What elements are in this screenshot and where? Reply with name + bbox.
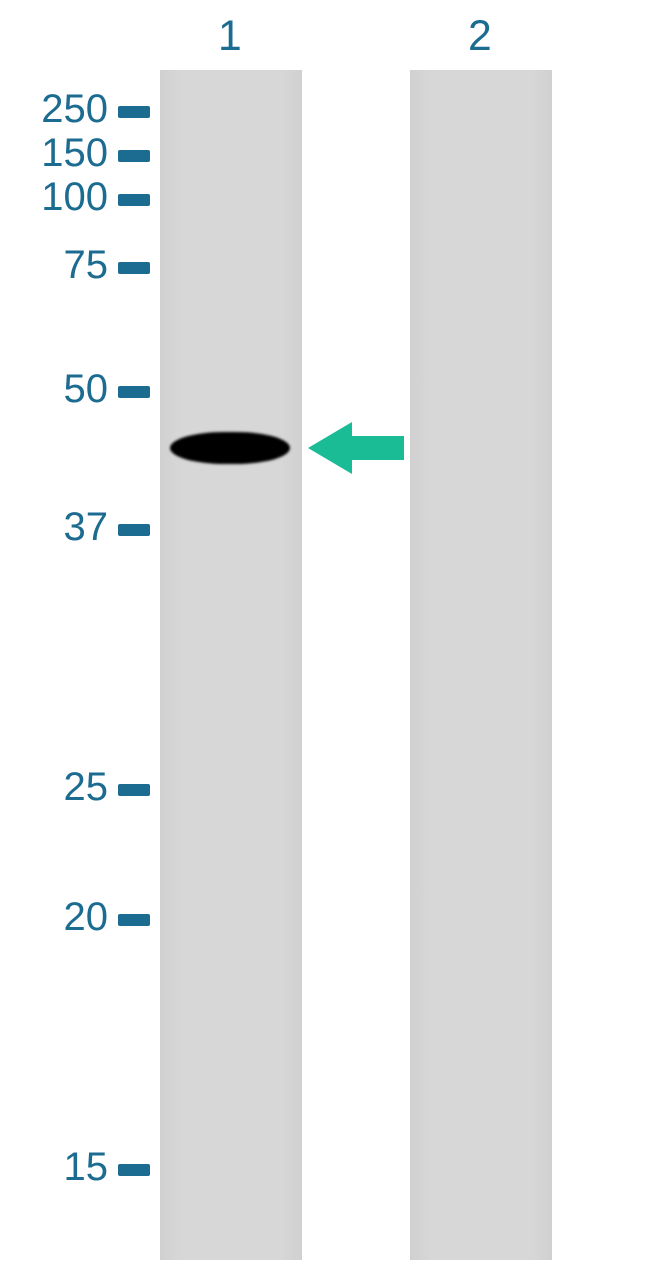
detected-band-lane-1 [170,432,290,464]
marker-tick-100 [118,194,150,206]
marker-label-25: 25 [64,765,109,810]
marker-tick-25 [118,784,150,796]
marker-label-37: 37 [64,505,109,550]
lane-2 [410,70,552,1260]
marker-label-150: 150 [41,131,108,176]
marker-tick-150 [118,150,150,162]
marker-tick-20 [118,914,150,926]
marker-tick-15 [118,1164,150,1176]
marker-label-20: 20 [64,895,109,940]
lane-2-header: 2 [468,12,492,61]
marker-label-15: 15 [64,1145,109,1190]
band-indicator-arrow [308,422,404,474]
western-blot-figure: 1 2 250 150 100 75 50 37 25 20 15 [0,0,650,1270]
marker-label-50: 50 [64,367,109,412]
lane-1-header: 1 [218,12,242,61]
arrow-left-icon [308,422,352,474]
arrow-stem [352,436,404,460]
marker-tick-250 [118,106,150,118]
marker-tick-50 [118,386,150,398]
marker-tick-37 [118,524,150,536]
lane-1 [160,70,302,1260]
marker-tick-75 [118,262,150,274]
marker-label-75: 75 [64,243,109,288]
marker-label-100: 100 [41,175,108,220]
marker-label-250: 250 [41,87,108,132]
